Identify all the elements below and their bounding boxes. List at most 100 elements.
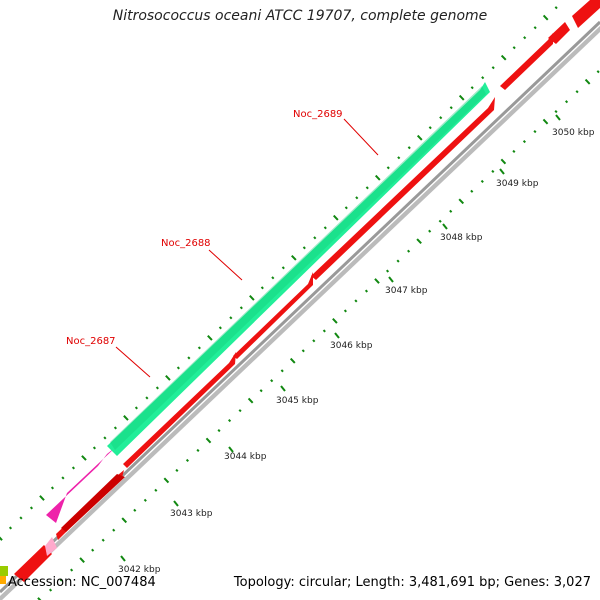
track-tick	[280, 369, 284, 373]
cds-feature	[548, 22, 570, 44]
track-tick	[70, 568, 74, 572]
track-tick	[238, 409, 242, 413]
track-tick	[397, 156, 401, 160]
track-tick	[344, 206, 348, 210]
cds-feature	[123, 352, 236, 468]
kbp-tick	[228, 446, 234, 453]
kbp-label: 3050 kbp	[552, 128, 595, 138]
track-tick	[229, 316, 233, 320]
kbp-tick	[334, 332, 340, 339]
track-tick	[101, 538, 105, 542]
track-tick	[154, 488, 158, 492]
track-tick	[333, 214, 339, 221]
track-tick	[19, 516, 23, 520]
track-tick	[449, 106, 453, 110]
cds-feature	[311, 97, 495, 280]
track-tick	[533, 129, 537, 134]
track-tick	[270, 379, 274, 383]
track-tick	[103, 436, 107, 440]
track-tick	[343, 309, 347, 313]
track-tick	[71, 466, 76, 470]
track-tick	[491, 169, 495, 173]
track-tick	[176, 366, 180, 370]
track-tick	[332, 318, 338, 324]
track-tick	[165, 375, 171, 381]
track-tick	[217, 429, 221, 433]
kbp-tick	[499, 168, 505, 175]
track-tick	[416, 134, 423, 141]
gene-feature	[45, 537, 57, 556]
track-tick	[554, 6, 558, 10]
cds-feature	[500, 33, 553, 90]
track-tick	[134, 406, 138, 410]
track-tick	[259, 389, 263, 393]
track-tick	[491, 66, 495, 70]
track-tick	[542, 118, 549, 125]
track-tick	[301, 349, 305, 353]
track-tick	[470, 189, 474, 193]
track-tick	[512, 149, 516, 154]
track-tick	[218, 326, 222, 330]
outer-tick-track	[0, 6, 558, 541]
track-tick	[39, 495, 45, 501]
track-tick	[458, 198, 465, 205]
cds-feature	[572, 0, 600, 28]
cds-feature	[14, 545, 52, 582]
track-tick	[416, 238, 422, 245]
track-tick	[500, 158, 507, 165]
kbp-labels: 3042 kbp 3043 kbp 3044 kbp 3045 kbp 3046…	[118, 114, 595, 575]
kbp-label: 3045 kbp	[276, 396, 319, 406]
gene-feature	[110, 86, 486, 450]
track-tick	[438, 219, 442, 223]
kbp-label: 3042 kbp	[118, 565, 161, 575]
track-tick	[512, 46, 516, 50]
cds-feature	[61, 474, 125, 532]
track-tick	[480, 179, 484, 183]
track-tick	[29, 506, 34, 510]
gene-label-noc-2687: Noc_2687	[66, 336, 116, 347]
track-tick	[584, 78, 591, 85]
track-tick	[8, 526, 13, 530]
gene-callouts: Noc_2687 Noc_2688 Noc_2689	[66, 109, 379, 378]
track-tick	[197, 346, 201, 350]
track-tick	[385, 269, 390, 273]
track-tick	[596, 70, 600, 74]
callout-line	[115, 346, 151, 378]
track-tick	[271, 276, 275, 280]
track-tick	[575, 90, 579, 94]
track-tick	[247, 397, 254, 404]
track-tick	[323, 226, 327, 230]
track-tick	[133, 508, 137, 512]
kbp-tick	[388, 276, 394, 283]
track-tick	[458, 94, 465, 101]
track-tick	[281, 266, 285, 270]
red-cds-lane	[14, 0, 600, 582]
gene-lane	[45, 82, 490, 556]
track-tick	[175, 468, 179, 472]
kbp-label: 3046 kbp	[330, 341, 373, 351]
edge-feature	[0, 566, 8, 576]
callout-line	[208, 249, 243, 281]
genome-summary-text: Topology: circular; Length: 3,481,691 bp…	[233, 575, 591, 590]
track-tick	[37, 597, 42, 600]
kbp-label: 3043 kbp	[170, 509, 213, 519]
track-tick	[523, 36, 527, 40]
track-tick	[500, 54, 507, 61]
track-tick	[470, 86, 474, 90]
track-tick	[143, 498, 147, 502]
kbp-tick	[120, 555, 126, 562]
accession-text: Accession: NC_007484	[8, 575, 156, 590]
backbone-shadow	[0, 26, 600, 600]
map-title: Nitrosococcus oceani ATCC 19707, complet…	[112, 8, 488, 24]
track-tick	[112, 528, 116, 532]
track-tick	[374, 174, 381, 181]
track-tick	[0, 536, 3, 541]
track-tick	[386, 166, 390, 170]
track-tick	[439, 116, 443, 120]
track-tick	[260, 286, 264, 290]
track-tick	[205, 437, 212, 444]
track-tick	[50, 486, 55, 490]
track-tick	[481, 76, 485, 80]
track-tick	[48, 588, 53, 592]
